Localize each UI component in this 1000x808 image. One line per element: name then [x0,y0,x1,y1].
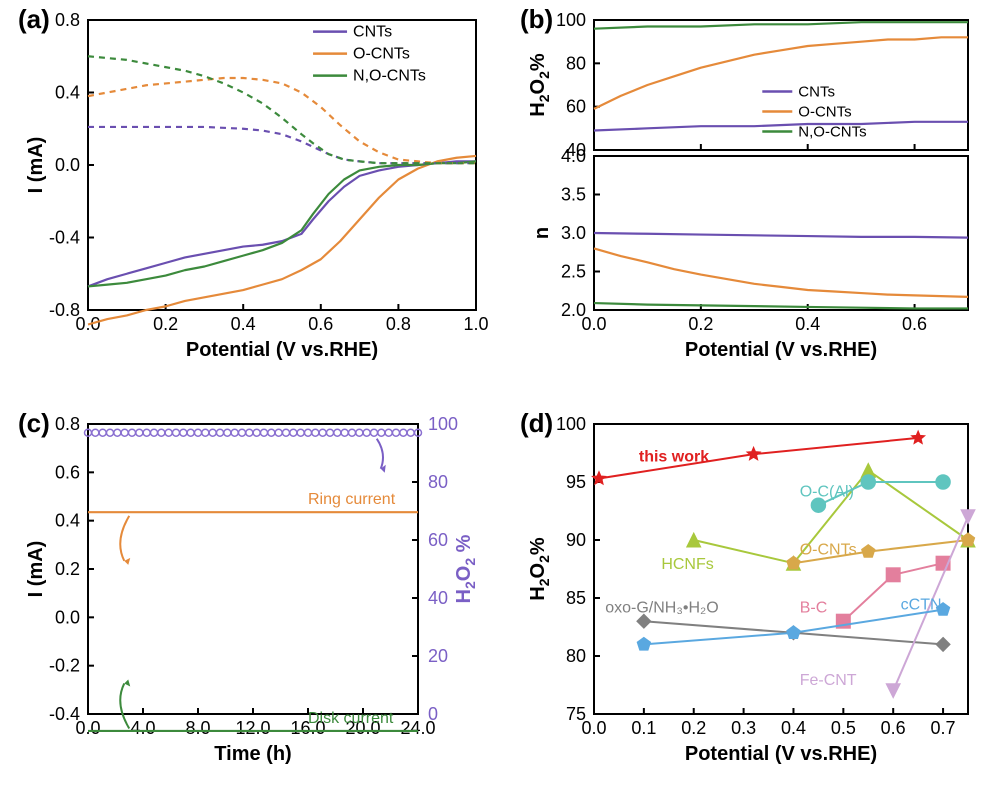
panel-b: (b) 406080100H2O2%CNTsO-CNTsN,O-CNTs0.00… [520,6,980,366]
svg-text:60: 60 [566,97,586,117]
panel-a-chart: 0.00.20.40.60.81.0-0.8-0.40.00.40.8Poten… [18,6,488,366]
svg-text:0.4: 0.4 [781,718,806,738]
panel-d-chart: 0.00.10.20.30.40.50.60.77580859095100Pot… [520,410,980,770]
svg-text:Potential (V vs.RHE): Potential (V vs.RHE) [186,339,378,361]
svg-text:H2O2%: H2O2% [527,537,552,601]
svg-text:0.6: 0.6 [881,718,906,738]
svg-text:4.0: 4.0 [561,146,586,166]
svg-text:cCTN: cCTN [901,597,942,614]
svg-text:95: 95 [566,472,586,492]
panel-a: (a) 0.00.20.40.60.81.0-0.8-0.40.00.40.8P… [18,6,488,366]
svg-text:0.3: 0.3 [731,718,756,738]
svg-text:0.6: 0.6 [308,314,333,334]
svg-text:0.4: 0.4 [55,511,80,531]
svg-text:I (mA): I (mA) [25,541,47,598]
svg-text:8.0: 8.0 [185,718,210,738]
svg-text:-0.8: -0.8 [49,300,80,320]
panel-c: (c) 0.04.08.012.016.020.024.0-0.4-0.20.0… [18,410,488,770]
svg-text:Fe-CNT: Fe-CNT [800,672,857,689]
svg-text:100: 100 [556,414,586,434]
svg-text:1.0: 1.0 [463,314,488,334]
svg-text:0.4: 0.4 [55,83,80,103]
svg-text:0.2: 0.2 [153,314,178,334]
svg-text:-0.2: -0.2 [49,656,80,676]
svg-text:0.8: 0.8 [55,414,80,434]
svg-text:-0.4: -0.4 [49,228,80,248]
svg-text:0.1: 0.1 [631,718,656,738]
svg-text:oxo-G/NH₃•H₂O: oxo-G/NH₃•H₂O [605,600,718,617]
svg-text:0.5: 0.5 [831,718,856,738]
svg-text:4.0: 4.0 [130,718,155,738]
svg-text:20: 20 [428,646,448,666]
svg-text:60: 60 [428,530,448,550]
panel-c-label: (c) [18,408,50,439]
svg-text:O-CNTs: O-CNTs [800,542,857,559]
panel-d-label: (d) [520,408,553,439]
svg-text:H2O2%: H2O2% [527,53,552,117]
svg-text:3.0: 3.0 [561,223,586,243]
svg-text:2.0: 2.0 [561,300,586,320]
svg-text:B-C: B-C [800,600,828,617]
svg-text:100: 100 [428,414,458,434]
svg-text:O-C(Al): O-C(Al) [800,484,854,501]
svg-text:0.4: 0.4 [795,314,820,334]
svg-text:0.8: 0.8 [386,314,411,334]
svg-text:O-CNTs: O-CNTs [353,46,410,63]
svg-text:Potential (V vs.RHE): Potential (V vs.RHE) [685,339,877,361]
svg-text:Potential (V vs.RHE): Potential (V vs.RHE) [685,743,877,765]
svg-text:0.2: 0.2 [55,559,80,579]
svg-text:80: 80 [566,646,586,666]
svg-text:3.5: 3.5 [561,185,586,205]
panel-b-label: (b) [520,4,553,35]
svg-text:Disk current: Disk current [308,710,394,727]
svg-text:0.7: 0.7 [931,718,956,738]
svg-text:0.6: 0.6 [55,462,80,482]
svg-text:100: 100 [556,10,586,30]
svg-text:this work: this work [639,449,709,466]
svg-text:0: 0 [428,704,438,724]
svg-text:85: 85 [566,588,586,608]
svg-text:0.4: 0.4 [231,314,256,334]
svg-text:12.0: 12.0 [235,718,270,738]
svg-text:75: 75 [566,704,586,724]
panel-b-chart: 406080100H2O2%CNTsO-CNTsN,O-CNTs0.00.20.… [520,6,980,366]
svg-text:I (mA): I (mA) [25,137,47,194]
svg-text:90: 90 [566,530,586,550]
svg-text:80: 80 [566,53,586,73]
svg-text:N,O-CNTs: N,O-CNTs [353,68,426,85]
svg-text:Time (h): Time (h) [214,743,291,765]
figure-root: (a) 0.0 0.2 0.4 0.6 0.8 1.0 -0.8 -0.4 0.0 0.4 0.8 P… [0,0,1000,808]
svg-text:80: 80 [428,472,448,492]
svg-text:O-CNTs: O-CNTs [798,104,851,121]
svg-text:n: n [531,227,553,239]
svg-text:0.8: 0.8 [55,10,80,30]
svg-text:HCNFs: HCNFs [661,556,713,573]
svg-text:0.2: 0.2 [688,314,713,334]
svg-text:0.0: 0.0 [55,155,80,175]
svg-text:0.0: 0.0 [55,607,80,627]
svg-text:-0.4: -0.4 [49,704,80,724]
panel-d: (d) 0.00.10.20.30.40.50.60.7758085909510… [520,410,980,770]
svg-text:2.5: 2.5 [561,262,586,282]
svg-text:0.6: 0.6 [902,314,927,334]
panel-a-label: (a) [18,4,50,35]
svg-text:N,O-CNTs: N,O-CNTs [798,124,866,141]
svg-text:CNTs: CNTs [353,24,392,41]
svg-text:CNTs: CNTs [798,84,835,101]
svg-text:0.2: 0.2 [681,718,706,738]
svg-text:Ring current: Ring current [308,491,396,508]
panel-c-chart: 0.04.08.012.016.020.024.0-0.4-0.20.00.20… [18,410,488,770]
svg-text:40: 40 [428,588,448,608]
svg-text:H2O2 %: H2O2 % [453,534,478,603]
